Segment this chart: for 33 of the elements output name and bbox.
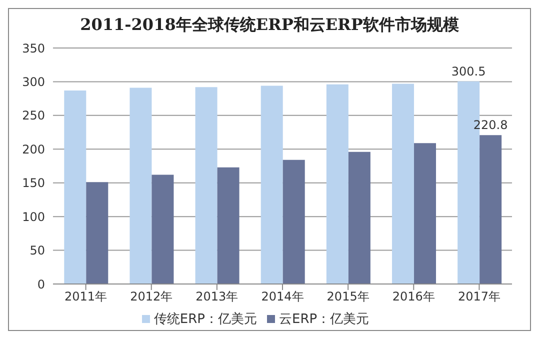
bar	[348, 152, 370, 284]
bar	[282, 160, 305, 284]
bar	[260, 86, 283, 284]
data-label: 300.5	[451, 64, 486, 78]
legend-label: 云ERP：亿美元	[279, 312, 370, 327]
bar	[392, 84, 414, 284]
chart-title: 2011-2018年全球传统ERP和云ERP软件市场规模	[79, 15, 460, 36]
bar	[195, 87, 218, 284]
y-tick-label: 50	[30, 244, 45, 258]
y-tick-label: 250	[22, 108, 45, 123]
x-tick-label: 2017年	[458, 290, 500, 304]
x-tick-label: 2014年	[261, 290, 304, 304]
y-tick-label: 300	[22, 74, 45, 89]
x-tick-label: 2013年	[196, 290, 238, 304]
legend-label: 传统ERP：亿美元	[154, 312, 257, 327]
bar	[86, 182, 108, 284]
x-tick-label: 2012年	[130, 290, 173, 304]
y-tick-label: 350	[22, 41, 45, 56]
y-tick-label: 100	[22, 210, 45, 224]
bar	[217, 167, 240, 284]
x-tick-label: 2016年	[392, 290, 435, 304]
x-tick-label: 2015年	[326, 290, 370, 304]
y-tick-label: 200	[22, 142, 45, 156]
bar	[414, 143, 436, 284]
bar	[64, 90, 86, 284]
data-label: 220.8	[473, 118, 508, 132]
bar	[326, 84, 348, 284]
bar	[152, 174, 174, 284]
y-tick-label: 0	[37, 277, 45, 292]
bar	[130, 88, 152, 284]
y-tick-label: 150	[22, 176, 45, 190]
x-tick-label: 2011年	[64, 290, 108, 304]
bar	[480, 135, 502, 284]
